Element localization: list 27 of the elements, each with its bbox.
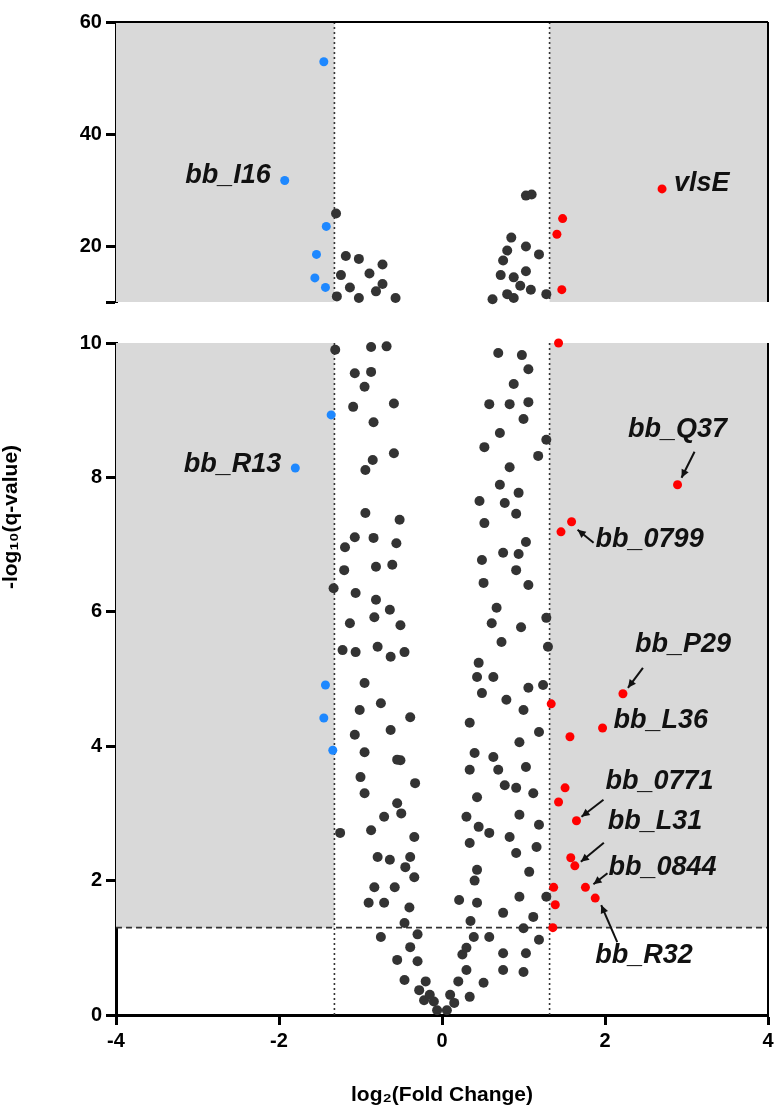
y-tick-label: 10 [79, 330, 102, 353]
y-tick-label: 2 [90, 868, 102, 891]
x-tick-label: -4 [107, 1028, 126, 1051]
annotation: bb_P29 [634, 628, 731, 659]
y-tick-label: 40 [79, 121, 102, 144]
y-tick-label: 4 [90, 733, 103, 756]
annotation: vlsE [674, 167, 731, 198]
annotation: bb_L36 [613, 703, 710, 734]
y-tick-label: 6 [90, 599, 102, 622]
y-tick-label: 0 [90, 1002, 102, 1025]
annotation: bb_R13 [183, 448, 282, 479]
x-tick-label: -2 [270, 1028, 288, 1051]
x-tick-label: 0 [436, 1028, 448, 1051]
y-axis-title: -log₁₀(q-value) [0, 443, 22, 592]
annotation: bb_0771 [605, 765, 714, 796]
x-tick-label: 2 [599, 1028, 611, 1051]
annotation: bb_0844 [608, 850, 717, 881]
y-tick-label: 8 [90, 464, 102, 487]
x-axis-title: log₂(Fold Change) [351, 1082, 533, 1106]
x-tick-label: 4 [762, 1028, 775, 1051]
y-tick-label: 20 [79, 233, 102, 256]
y-tick-label: 60 [79, 9, 102, 32]
annotation: bb_0799 [595, 523, 704, 554]
annotation: bb_I16 [185, 158, 272, 189]
annotation: bb_Q37 [628, 413, 730, 444]
annotation: bb_R32 [595, 938, 693, 969]
annotation: bb_L31 [607, 805, 703, 836]
